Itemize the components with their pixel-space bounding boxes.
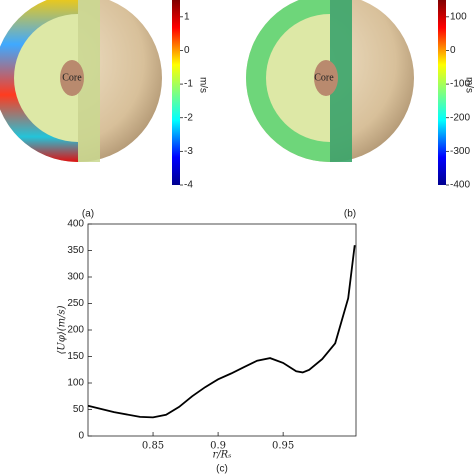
colorbar-tick-label: -200 [450,112,470,123]
colorbar-tick-label: -100 [450,79,470,90]
colorbar-tick-label: -4 [184,180,193,191]
y-tick-label: 200 [67,325,84,336]
y-tick-label: 50 [73,404,85,415]
colorbar-label: m/s [197,77,208,93]
y-tick-label: 400 [67,219,84,230]
y-tick-label: 300 [67,272,84,283]
colorbar-a [172,0,180,185]
line [87,245,356,419]
colorbar-tick-label: 0 [450,45,456,56]
panel-label: (b) [344,209,356,220]
colorbar-tick-label: 1 [184,11,190,22]
core-label: Core [62,72,82,83]
colorbar-label: m/s [463,77,474,93]
y-tick-label: 100 [67,378,84,389]
colorbar-tick-label: 100 [450,11,467,22]
y-tick-label: 150 [67,351,84,362]
plot-frame [87,223,357,437]
panel-label: (c) [216,464,228,474]
colorbar-b [438,0,446,185]
x-axis-label: r/Rₛ [212,450,231,461]
core-label: Core [314,72,334,83]
panel-label: (a) [82,209,94,220]
sphere-a [0,0,162,162]
sphere-b [246,0,414,162]
y-tick-label: 0 [78,431,84,442]
colorbar-tick-label: -300 [450,146,470,157]
y-axis-label: ⟨Uφ⟩(m/s) [57,305,68,354]
y-tick-label: 250 [67,298,84,309]
colorbar-tick-label: -3 [184,146,193,157]
x-tick-label: 0.95 [272,441,294,452]
colorbar-tick-label: -1 [184,79,193,90]
colorbar-tick-label: 0 [184,45,190,56]
colorbar-tick-label: -2 [184,112,193,123]
x-tick-label: 0.9 [210,441,226,452]
y-tick-label: 350 [67,245,84,256]
x-tick-label: 0.85 [142,441,164,452]
colorbar-tick-label: -400 [450,180,470,191]
